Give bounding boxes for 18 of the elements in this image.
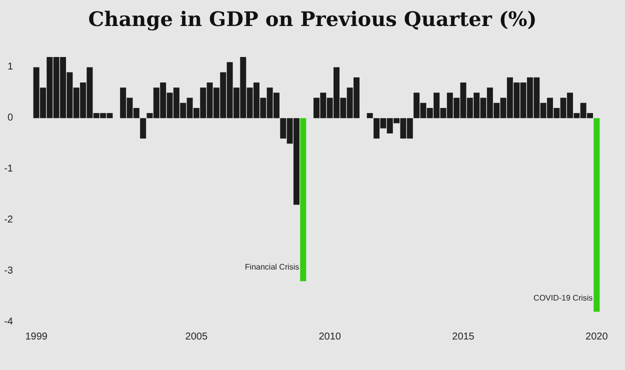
x-tick-label: 2010 (318, 332, 342, 342)
x-tick-label: 2005 (185, 332, 208, 342)
y-tick-label: 1 (7, 62, 14, 73)
bar (594, 118, 600, 312)
x-tick-label: 2020 (586, 332, 608, 342)
annotation: COVID-19 Crisis (534, 293, 593, 302)
y-tick-label: -1 (4, 164, 14, 175)
annotation: Financial Crisis (244, 262, 300, 272)
bar (140, 118, 146, 139)
x-tick-label: 2015 (452, 332, 475, 342)
x-tick-label: 1999 (25, 332, 48, 342)
chart-title: Change in GDP on Previous Quarter (%) (88, 7, 537, 31)
bar (300, 118, 306, 282)
y-tick-label: 0 (7, 112, 14, 124)
y-tick-label: -4 (4, 316, 14, 328)
bar (366, 113, 373, 118)
y-tick-label: -3 (4, 266, 14, 277)
y-tick-label: -2 (4, 214, 14, 226)
